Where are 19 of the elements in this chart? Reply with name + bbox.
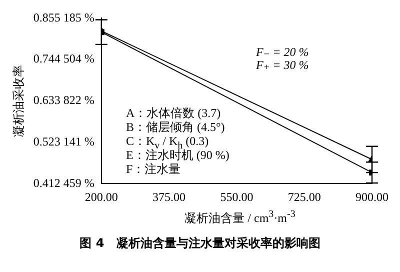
y-tick-label: 0.744 504 % <box>33 52 94 66</box>
annotation: B：储层倾角 (4.5°) <box>126 120 226 134</box>
annotation: E：注水时机 (90 %) <box>126 148 230 162</box>
x-axis-title: 凝析油含量 / cm$^{3}$·m$^{-3}$ <box>184 209 296 227</box>
x-tick-label: 200.00 <box>84 190 118 204</box>
text: 图 4 凝析油含量与注水量对采收率的影响图 <box>78 235 322 252</box>
y-tick-label: 0.523 141 % <box>33 134 94 148</box>
x-tick-label: 725.00 <box>288 190 321 204</box>
x-tick-label: 550.00 <box>220 190 254 204</box>
y-axis-title: 凝析油采收率 <box>11 64 26 137</box>
annotation: F：注水量 <box>126 162 182 176</box>
annotation: F₋ = 20 % <box>256 45 309 59</box>
y-tick-label: 0.855 185 % <box>33 10 94 24</box>
y-tick-label: 0.412 459 % <box>33 176 94 190</box>
annotation: A：水体倍数 (3.7) <box>126 106 222 120</box>
y-tick-label: 0.633 822 % <box>33 93 94 108</box>
x-tick-label: 900.00 <box>356 190 388 204</box>
x-tick-label: 375.00 <box>152 190 186 204</box>
annotation: F₊ = 30 % <box>256 58 309 72</box>
